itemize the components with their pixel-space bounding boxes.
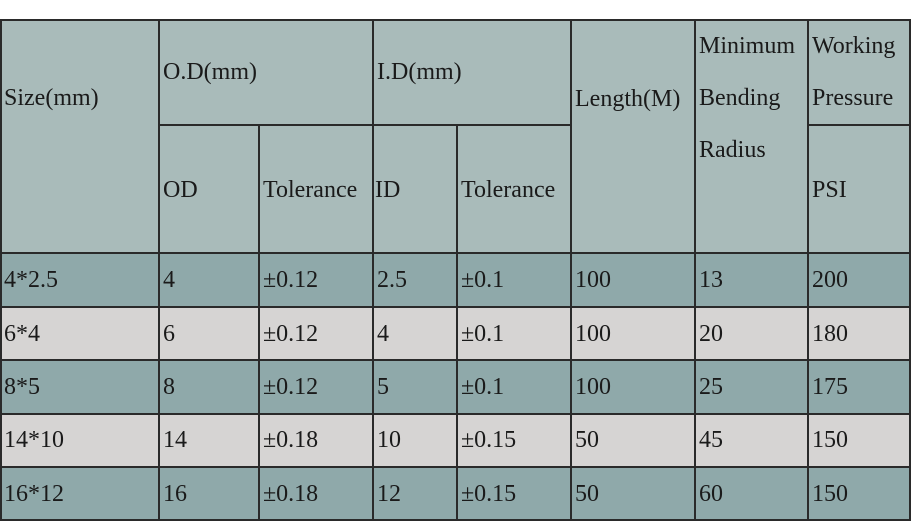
header-psi: PSI [808, 126, 911, 254]
cell-od: 8 [163, 374, 175, 400]
cell-id-tolerance: ±0.15 [461, 427, 517, 453]
cell-length: 50 [575, 481, 599, 507]
header-working-line1: Working [812, 33, 896, 59]
header-od-tolerance-label: Tolerance [263, 177, 358, 203]
cell-length: 50 [575, 427, 599, 453]
border-header-mid [159, 124, 571, 126]
cell-radius: 25 [699, 374, 723, 400]
header-size: Size(mm) [0, 20, 159, 254]
row-3 [0, 414, 911, 467]
border-row-3 [0, 413, 911, 415]
border-row-1 [0, 306, 911, 308]
cell-od: 16 [163, 481, 187, 507]
header-od-tolerance: Tolerance [259, 126, 373, 254]
header-id-group: I.D(mm) [373, 20, 571, 126]
cell-id-tolerance: ±0.1 [461, 267, 505, 293]
row-2 [0, 361, 911, 414]
cell-size: 6*4 [4, 321, 40, 347]
border-row-4 [0, 466, 911, 468]
header-length-label: Length(M) [575, 86, 681, 112]
header-length: Length(M) [571, 20, 695, 254]
header-od-group: O.D(mm) [159, 20, 373, 126]
border-col-left [0, 19, 2, 521]
border-col-6 [694, 19, 696, 521]
header-psi-label: PSI [812, 177, 847, 203]
cell-id: 5 [377, 374, 389, 400]
header-working-line2: Pressure [812, 85, 894, 111]
cell-id-tolerance: ±0.1 [461, 321, 505, 347]
cell-od-tolerance: ±0.18 [263, 427, 319, 453]
header-size-label: Size(mm) [4, 85, 99, 111]
cell-length: 100 [575, 267, 611, 293]
cell-od-tolerance: ±0.12 [263, 267, 319, 293]
cell-od: 4 [163, 267, 175, 293]
cell-radius: 13 [699, 267, 723, 293]
border-col-1 [158, 19, 160, 521]
border-top [0, 19, 911, 21]
header-min-bending-line2: Bending [699, 85, 781, 111]
border-col-right [909, 19, 911, 521]
header-id-tolerance: Tolerance [457, 126, 571, 254]
header-id-group-label: I.D(mm) [377, 59, 462, 85]
border-col-4 [456, 124, 458, 521]
border-row-2 [0, 359, 911, 361]
border-header-bottom [0, 252, 911, 254]
header-od-group-label: O.D(mm) [163, 59, 257, 85]
cell-size: 4*2.5 [4, 267, 58, 293]
cell-size: 14*10 [4, 427, 64, 453]
row-4 [0, 467, 911, 520]
cell-id: 2.5 [377, 267, 407, 293]
cell-id: 4 [377, 321, 389, 347]
cell-od: 6 [163, 321, 175, 347]
cell-psi: 150 [812, 481, 848, 507]
cell-length: 100 [575, 374, 611, 400]
cell-od-tolerance: ±0.18 [263, 481, 319, 507]
border-col-3 [372, 19, 374, 521]
cell-od-tolerance: ±0.12 [263, 321, 319, 347]
cell-id-tolerance: ±0.15 [461, 481, 517, 507]
header-working-pressure: Working Pressure [808, 20, 911, 126]
cell-psi: 200 [812, 267, 848, 293]
cell-od: 14 [163, 427, 187, 453]
cell-radius: 45 [699, 427, 723, 453]
header-id: ID [373, 126, 457, 254]
header-min-bending-radius: Minimum Bending Radius [695, 20, 808, 254]
cell-psi: 175 [812, 374, 848, 400]
border-bottom [0, 519, 911, 521]
header-min-bending-line3: Radius [699, 137, 766, 163]
cell-psi: 150 [812, 427, 848, 453]
cell-id: 10 [377, 427, 401, 453]
cell-length: 100 [575, 321, 611, 347]
cell-psi: 180 [812, 321, 848, 347]
cell-id: 12 [377, 481, 401, 507]
header-id-tolerance-label: Tolerance [461, 177, 556, 203]
cell-radius: 60 [699, 481, 723, 507]
header-min-bending-line1: Minimum [699, 33, 796, 59]
cell-od-tolerance: ±0.12 [263, 374, 319, 400]
cell-radius: 20 [699, 321, 723, 347]
cell-size: 8*5 [4, 374, 40, 400]
border-col-7 [807, 19, 809, 521]
border-col-5 [570, 19, 572, 521]
header-od: OD [159, 126, 259, 254]
cell-id-tolerance: ±0.1 [461, 374, 505, 400]
row-0 [0, 254, 911, 307]
cell-size: 16*12 [4, 481, 64, 507]
header-od-label: OD [163, 177, 198, 203]
row-1 [0, 307, 911, 361]
border-header-mid-right [808, 124, 911, 126]
border-col-2 [258, 124, 260, 521]
header-id-label: ID [375, 177, 401, 203]
